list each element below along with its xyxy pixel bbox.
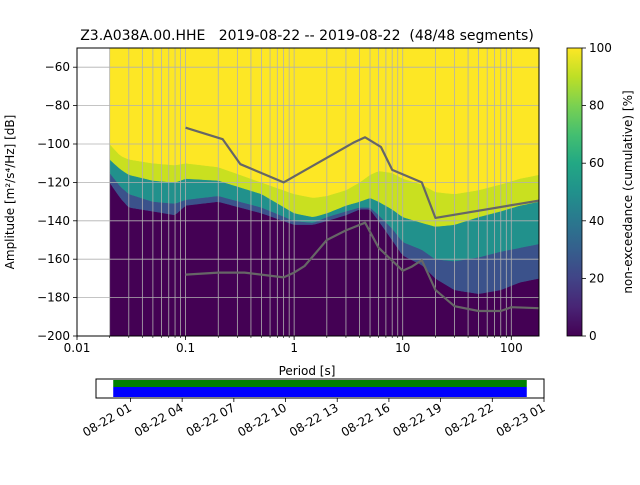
colorbar-tick-label: 80 [589,99,604,113]
timeline-bars [113,380,527,397]
timeline-tick-label: 08-22 13 [287,400,341,439]
x-axis-label: Period [s] [279,364,336,378]
y-tick-label: −80 [45,99,70,113]
y-tick-label: −140 [37,214,70,228]
timeline-tick-label: 08-22 10 [235,400,289,439]
timeline-tick-label: 08-22 07 [184,400,238,439]
colorbar-label: non-exceedance (cumulative) [%] [621,90,635,293]
x-tick-label: 0.1 [176,341,195,355]
y-axis-label: Amplitude [m²/s⁴/Hz] [dB] [3,115,17,270]
timeline-tick-label: 08-22 22 [442,400,496,439]
timeline-bar-1 [113,387,527,397]
colorbar-tick-label: 100 [589,41,612,55]
heatmap-layer [109,48,539,336]
series-layer [185,126,539,313]
colorbar-tick-label: 60 [589,156,604,170]
x-tick-label: 100 [500,341,523,355]
timeline-tick-label: 08-22 04 [132,400,186,439]
series-line-1 [185,221,539,313]
x-tick-label: 10 [395,341,410,355]
y-tick-label: −160 [37,252,70,266]
timeline-bar-0 [113,380,527,387]
x-tick-label: 1 [290,341,298,355]
y-tick-label: −120 [37,175,70,189]
series-line-0 [185,126,539,219]
timeline-tick-label: 08-22 16 [339,400,393,439]
y-tick-label: −60 [45,60,70,74]
colorbar-tick-label: 40 [589,214,604,228]
x-tick-label: 0.01 [64,341,91,355]
colorbar [566,47,583,337]
chart-title: Z3.A038A.00.HHE 2019-08-22 -- 2019-08-22… [80,28,534,44]
timeline-tick-label: 08-23 01 [494,400,548,439]
colorbar-tick-label: 0 [589,329,597,343]
colorbar-ticks: 0 20 40 60 80 100 [582,41,612,343]
y-tick-label: −200 [37,329,70,343]
x-axis: 0.01 0.1 1 10 100 [64,336,523,355]
y-axis: −60 −80 −100 −120 −140 −160 −180 −200 [37,60,77,343]
timeline-tick-label: 08-22 01 [80,400,134,439]
plot-frame [76,47,540,337]
y-tick-label: −180 [37,291,70,305]
timeline-tick-label: 08-22 19 [390,400,444,439]
y-tick-label: −100 [37,137,70,151]
colorbar-tick-label: 20 [589,271,604,285]
